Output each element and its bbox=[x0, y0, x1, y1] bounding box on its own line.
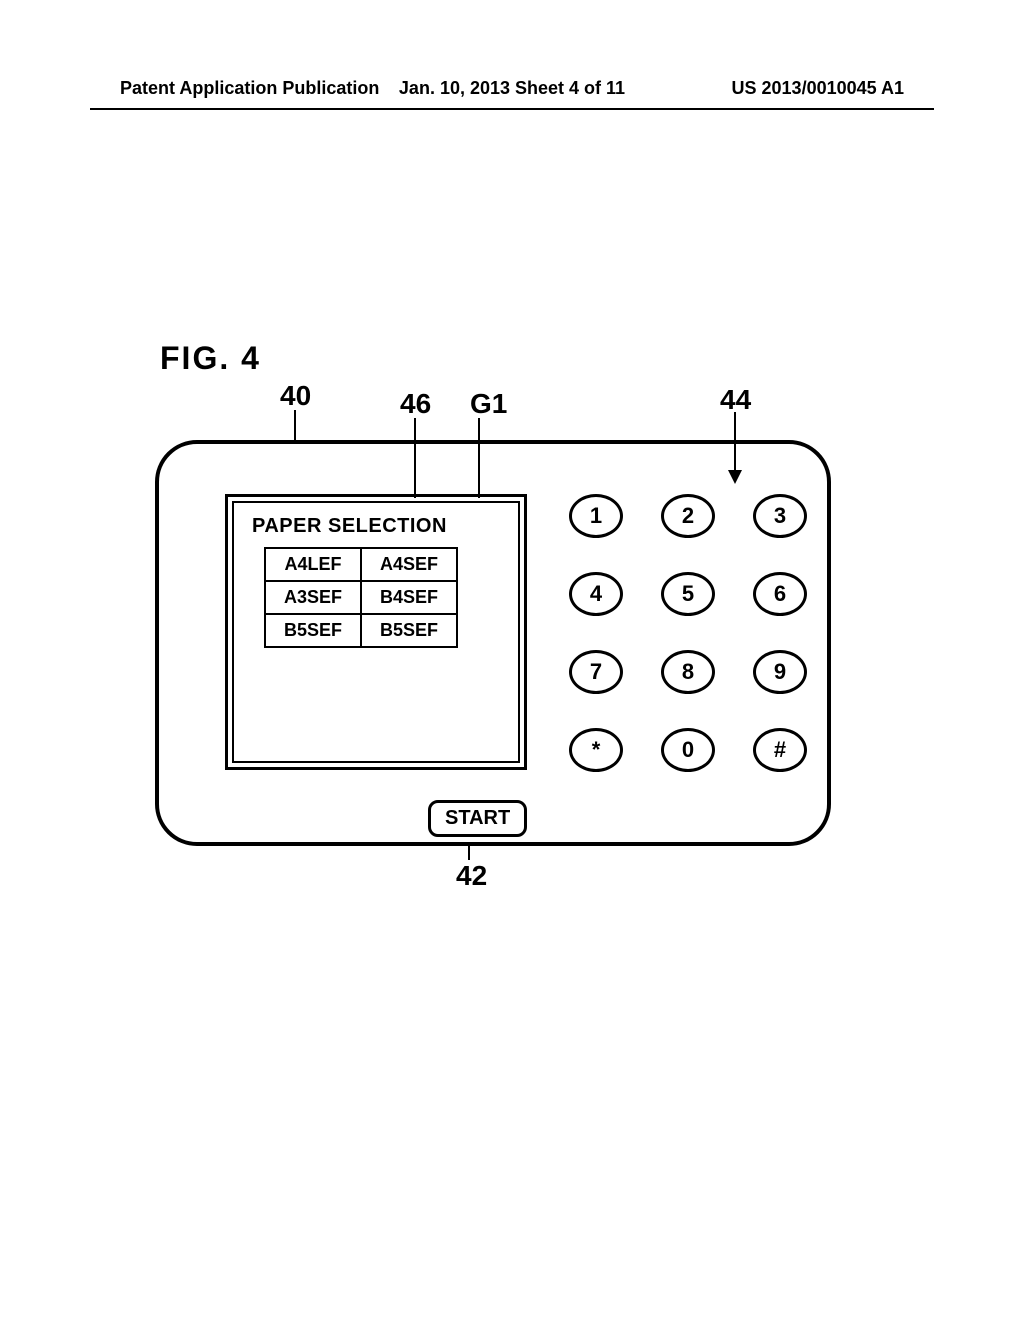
key-5[interactable]: 5 bbox=[661, 572, 715, 616]
key-1[interactable]: 1 bbox=[569, 494, 623, 538]
lead-line-40 bbox=[294, 410, 296, 444]
key-8[interactable]: 8 bbox=[661, 650, 715, 694]
page: Patent Application Publication Jan. 10, … bbox=[0, 0, 1024, 1320]
ref-42: 42 bbox=[456, 860, 487, 892]
key-2[interactable]: 2 bbox=[661, 494, 715, 538]
key-9[interactable]: 9 bbox=[753, 650, 807, 694]
key-3[interactable]: 3 bbox=[753, 494, 807, 538]
key-hash[interactable]: # bbox=[753, 728, 807, 772]
key-7[interactable]: 7 bbox=[569, 650, 623, 694]
paper-option[interactable]: A3SEF bbox=[265, 581, 361, 614]
page-header: Patent Application Publication Jan. 10, … bbox=[0, 78, 1024, 99]
ref-40: 40 bbox=[280, 380, 311, 412]
paper-selection-table: A4LEF A4SEF A3SEF B4SEF B5SEF B5SEF bbox=[264, 547, 458, 648]
numeric-keypad: 1 2 3 4 5 6 7 8 9 * 0 # bbox=[564, 494, 812, 792]
figure-label: FIG. 4 bbox=[160, 340, 261, 377]
paper-selection-title: PAPER SELECTION bbox=[252, 515, 447, 538]
header-right: US 2013/0010045 A1 bbox=[643, 78, 904, 99]
paper-option[interactable]: A4LEF bbox=[265, 548, 361, 581]
start-button[interactable]: START bbox=[428, 800, 527, 837]
key-0[interactable]: 0 bbox=[661, 728, 715, 772]
key-star[interactable]: * bbox=[569, 728, 623, 772]
paper-option[interactable]: B5SEF bbox=[265, 614, 361, 647]
touch-display-inner: PAPER SELECTION A4LEF A4SEF A3SEF B4SEF … bbox=[232, 501, 520, 763]
lead-line-42 bbox=[468, 846, 470, 860]
header-left: Patent Application Publication bbox=[120, 78, 381, 99]
table-row: A3SEF B4SEF bbox=[265, 581, 457, 614]
table-row: B5SEF B5SEF bbox=[265, 614, 457, 647]
header-rule bbox=[90, 108, 934, 110]
table-row: A4LEF A4SEF bbox=[265, 548, 457, 581]
header-center: Jan. 10, 2013 Sheet 4 of 11 bbox=[381, 78, 642, 99]
paper-option[interactable]: B4SEF bbox=[361, 581, 457, 614]
key-4[interactable]: 4 bbox=[569, 572, 623, 616]
paper-option[interactable]: B5SEF bbox=[361, 614, 457, 647]
key-6[interactable]: 6 bbox=[753, 572, 807, 616]
paper-option[interactable]: A4SEF bbox=[361, 548, 457, 581]
touch-display[interactable]: PAPER SELECTION A4LEF A4SEF A3SEF B4SEF … bbox=[225, 494, 527, 770]
ref-46: 46 bbox=[400, 388, 431, 420]
ref-G1: G1 bbox=[470, 388, 507, 420]
